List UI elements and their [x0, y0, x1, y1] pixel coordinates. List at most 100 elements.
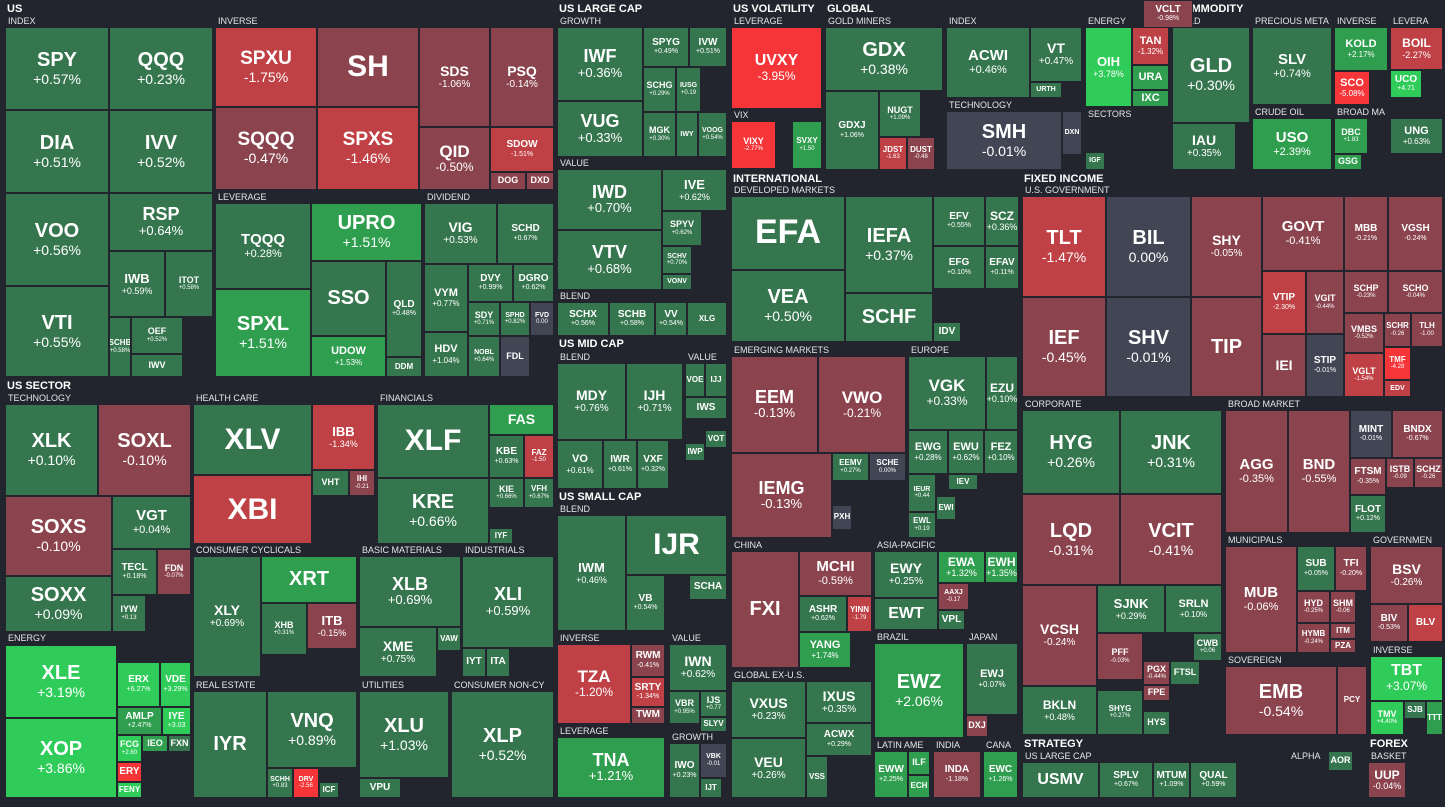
- ticker-tile-schh[interactable]: SCHH +0.83: [267, 768, 293, 798]
- ticker-tile-dia[interactable]: DIA +0.51%: [5, 110, 109, 193]
- ticker-tile-iwf[interactable]: IWF +0.36%: [557, 27, 643, 101]
- ticker-tile-fas[interactable]: FAS: [489, 404, 554, 435]
- ticker-tile-fxn[interactable]: FXN: [168, 735, 191, 752]
- ticker-tile-veu[interactable]: VEU +0.26%: [731, 738, 806, 798]
- ticker-tile-ixc[interactable]: IXC: [1132, 90, 1169, 107]
- section-us-volatility[interactable]: US VOLATILITY: [730, 3, 822, 16]
- ticker-tile-iwm[interactable]: IWM +0.46%: [557, 515, 626, 631]
- ticker-tile-vwo[interactable]: VWO -0.21%: [818, 356, 906, 453]
- ticker-tile-qld[interactable]: QLD +0.48%: [386, 261, 422, 357]
- ticker-tile-tqqq[interactable]: TQQQ +0.28%: [215, 203, 311, 289]
- ticker-tile-shy[interactable]: SHY -0.05%: [1191, 196, 1262, 297]
- ticker-tile-vgk[interactable]: VGK +0.33%: [908, 356, 986, 430]
- section-fixed-income[interactable]: FIXED INCOME: [1021, 173, 1443, 186]
- ticker-tile-vtv[interactable]: VTV +0.68%: [557, 230, 662, 290]
- ticker-tile-efav[interactable]: EFAV +0.11%: [985, 246, 1019, 289]
- ticker-tile-xop[interactable]: XOP +3.86%: [5, 718, 117, 798]
- ticker-tile-kold[interactable]: KOLD +2.17%: [1334, 27, 1388, 71]
- ticker-tile-rsp[interactable]: RSP +0.64%: [109, 193, 213, 251]
- ticker-tile-kre[interactable]: KRE +0.66%: [377, 478, 489, 544]
- ticker-tile-istb[interactable]: ISTB -0.09: [1386, 458, 1414, 488]
- ticker-tile-ewl[interactable]: EWL +0.19: [908, 512, 936, 538]
- ticker-tile-xly[interactable]: XLY +0.69%: [193, 556, 261, 677]
- ticker-tile-vde[interactable]: VDE +3.29%: [160, 662, 191, 707]
- ticker-tile-xrt[interactable]: XRT: [261, 556, 357, 603]
- ticker-tile-ivv[interactable]: IVV +0.52%: [109, 110, 213, 193]
- ticker-tile-vbk[interactable]: VBK -0.01: [700, 743, 727, 778]
- ticker-tile-gsg[interactable]: GSG: [1334, 154, 1362, 170]
- ticker-tile-dvy[interactable]: DVY +0.99%: [468, 264, 513, 302]
- section-strategy[interactable]: STRATEGY: [1021, 738, 1365, 751]
- ticker-tile-iau[interactable]: IAU +0.35%: [1172, 123, 1236, 170]
- ticker-tile-fvd[interactable]: FVD 0.00: [530, 302, 554, 336]
- ticker-tile-vpu[interactable]: VPU: [359, 778, 401, 798]
- ticker-tile-fdn[interactable]: FDN -0.07%: [157, 549, 191, 595]
- ticker-tile-oef[interactable]: OEF +0.52%: [131, 317, 183, 354]
- ticker-tile-schx[interactable]: SCHX +0.56%: [557, 302, 609, 336]
- section-global[interactable]: GLOBAL: [824, 3, 1171, 16]
- ticker-tile-tip[interactable]: TIP: [1191, 297, 1262, 397]
- ticker-tile-fdl[interactable]: FDL: [500, 336, 530, 377]
- ticker-tile-ewj[interactable]: EWJ +0.07%: [966, 643, 1018, 715]
- ticker-tile-vclt[interactable]: VCLT -0.98%: [1143, 0, 1193, 28]
- ticker-tile-tza[interactable]: TZA -1.20%: [557, 644, 631, 724]
- ticker-tile-efg[interactable]: EFG +0.10%: [933, 246, 985, 289]
- ticker-tile-vym[interactable]: VYM +0.77%: [424, 264, 468, 332]
- ticker-tile-iemg[interactable]: IEMG -0.13%: [731, 453, 832, 538]
- ticker-tile-svxy[interactable]: SVXY +1.50: [792, 121, 822, 169]
- section-forex[interactable]: FOREX: [1367, 738, 1443, 751]
- ticker-tile-xlg[interactable]: XLG: [687, 302, 727, 336]
- ticker-tile-ive[interactable]: IVE +0.62%: [662, 169, 727, 211]
- ticker-tile-vmbs[interactable]: VMBS -0.52%: [1344, 313, 1384, 353]
- ticker-tile-nugt[interactable]: NUGT +1.09%: [879, 91, 921, 137]
- ticker-tile-xlf[interactable]: XLF: [377, 404, 489, 478]
- ticker-tile-sds[interactable]: SDS -1.06%: [419, 27, 490, 127]
- section-us-sector[interactable]: US SECTOR: [4, 380, 554, 393]
- ticker-tile-acwx[interactable]: ACWX +0.29%: [806, 723, 872, 756]
- ticker-tile-itot[interactable]: ITOT +0.58%: [165, 251, 213, 317]
- ticker-tile-ftsm[interactable]: FTSM -0.35%: [1350, 458, 1386, 495]
- ticker-tile-emb[interactable]: EMB -0.54%: [1225, 666, 1337, 735]
- ticker-tile-splv[interactable]: SPLV +0.67%: [1099, 762, 1153, 798]
- ticker-tile-iefa[interactable]: IEFA +0.37%: [845, 196, 933, 293]
- ticker-tile-iyr[interactable]: IYR: [193, 691, 267, 798]
- ticker-tile-dust[interactable]: DUST -0.48: [907, 137, 935, 170]
- ticker-tile-ewi[interactable]: EWI: [936, 496, 956, 520]
- ticker-tile-soxx[interactable]: SOXX +0.09%: [5, 576, 112, 632]
- ticker-tile-ivw[interactable]: IVW +0.51%: [689, 27, 727, 67]
- ticker-tile-mdy[interactable]: MDY +0.76%: [557, 363, 626, 440]
- ticker-tile-vpl[interactable]: VPL: [938, 610, 965, 630]
- ticker-tile-ewg[interactable]: EWG +0.28%: [908, 430, 948, 474]
- ticker-tile-nobl[interactable]: NOBL +0.64%: [468, 336, 500, 377]
- ticker-tile-biv[interactable]: BIV -0.53%: [1370, 604, 1408, 642]
- ticker-tile-iev[interactable]: IEV: [948, 474, 978, 490]
- ticker-tile-igf[interactable]: IGF: [1085, 152, 1105, 170]
- ticker-tile-dog[interactable]: DOG: [490, 172, 526, 190]
- ticker-tile-tmv[interactable]: TMV +4.40%: [1370, 701, 1404, 735]
- ticker-tile-iye[interactable]: IYE +3.03: [162, 707, 191, 735]
- ticker-tile-scz[interactable]: SCZ +0.36%: [985, 196, 1019, 246]
- ticker-tile-spxs[interactable]: SPXS -1.46%: [317, 107, 419, 190]
- ticker-tile-scho[interactable]: SCHO -0.04%: [1388, 271, 1443, 313]
- ticker-tile-ung[interactable]: UNG +0.63%: [1390, 118, 1443, 154]
- ticker-tile-ibb[interactable]: IBB -1.34%: [312, 404, 375, 470]
- ticker-tile-faz[interactable]: FAZ -1.50: [524, 435, 554, 478]
- ticker-tile-ijh[interactable]: IJH +0.71%: [626, 363, 683, 440]
- ticker-tile-ech[interactable]: ECH: [908, 775, 930, 798]
- ticker-tile-uvxy[interactable]: UVXY -3.95%: [731, 27, 822, 109]
- ticker-tile-aaxj[interactable]: AAXJ -0.17: [938, 583, 969, 610]
- ticker-tile-srty[interactable]: SRTY -1.34%: [631, 677, 665, 707]
- ticker-tile-rwm[interactable]: RWM -0.41%: [631, 644, 665, 677]
- ticker-tile-hys[interactable]: HYS: [1143, 711, 1170, 735]
- ticker-tile-bsv[interactable]: BSV -0.26%: [1370, 546, 1443, 604]
- section-us[interactable]: US: [4, 3, 554, 16]
- ticker-tile-iei[interactable]: IEI: [1262, 334, 1306, 397]
- ticker-tile-xhb[interactable]: XHB +0.31%: [261, 603, 307, 655]
- ticker-tile-erx[interactable]: ERX +6.27%: [117, 662, 160, 707]
- ticker-tile-kbe[interactable]: KBE +0.63%: [489, 435, 524, 478]
- ticker-tile-hyd[interactable]: HYD -0.25%: [1297, 591, 1330, 623]
- ticker-tile-vonv[interactable]: VONV: [662, 274, 692, 290]
- ticker-tile-agg[interactable]: AGG -0.35%: [1225, 410, 1288, 533]
- ticker-tile-xbi[interactable]: XBI: [193, 475, 312, 544]
- ticker-tile-srln[interactable]: SRLN +0.10%: [1165, 585, 1222, 633]
